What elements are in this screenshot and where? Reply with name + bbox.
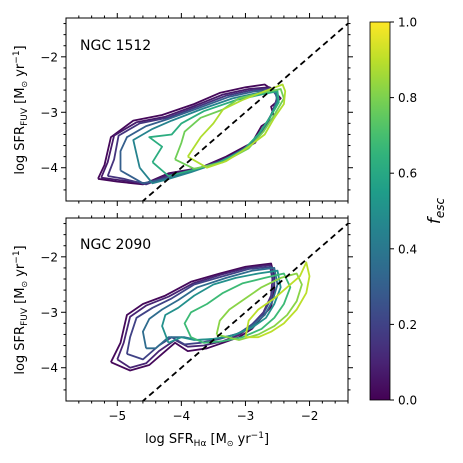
top-contour-7 [187, 83, 287, 169]
colorbar-tick-label: 0.6 [398, 167, 417, 181]
top-y-axis-label: log SFRFUV [M⊙ yr−1] [12, 45, 30, 174]
top-ytick-label: −2 [40, 50, 58, 64]
bottom-contour-6 [215, 272, 303, 341]
bottom-contours [110, 261, 311, 372]
colorbar-tick-label: 0.2 [398, 318, 417, 332]
bottom-xtick-label: −5 [108, 409, 126, 423]
top-one-to-one-line [141, 22, 348, 201]
colorbar-tick-label: 0.8 [398, 91, 417, 105]
top-ytick-label: −3 [40, 106, 58, 120]
x-axis-label: log SFRHα [M⊙ yr−1] [145, 431, 269, 449]
top-ticks: −4 −3 −2 [40, 13, 353, 206]
bottom-panel-annotation: NGC 2090 [80, 237, 151, 253]
bottom-ytick-label: −3 [40, 306, 58, 320]
bottom-ticks: −4 −3 −2 −5 −4 −3 −2 [40, 213, 353, 423]
colorbar: 0.0 0.2 0.4 0.6 0.8 1.0 fesc [369, 16, 447, 408]
top-contours [97, 83, 287, 186]
bottom-ytick-label: −4 [40, 361, 58, 375]
colorbar-gradient [369, 21, 391, 401]
bottom-xtick-label: −2 [301, 409, 319, 423]
bottom-y-axis-label: log SFRFUV [M⊙ yr−1] [12, 245, 30, 374]
bottom-one-to-one-line [141, 222, 348, 401]
bottom-ytick-label: −2 [40, 250, 58, 264]
bottom-contour-0 [110, 262, 276, 372]
top-panel: −4 −3 −2 NGC 1512 [40, 13, 353, 206]
colorbar-label: fesc [425, 197, 447, 224]
bottom-xtick-label: −4 [173, 409, 191, 423]
top-contour-4 [132, 90, 279, 185]
bottom-contour-7 [244, 261, 311, 339]
bottom-xtick-label: −3 [237, 409, 255, 423]
colorbar-tick-label: 1.0 [398, 16, 417, 30]
top-ytick-label: −4 [40, 161, 58, 175]
colorbar-ticks: 0.0 0.2 0.4 0.6 0.8 1.0 [390, 16, 417, 408]
bottom-panel: −4 −3 −2 −5 −4 −3 −2 NGC 2090 [40, 213, 353, 423]
colorbar-tick-label: 0.4 [398, 242, 417, 256]
top-panel-annotation: NGC 1512 [80, 38, 151, 54]
colorbar-tick-label: 0.0 [398, 394, 417, 408]
